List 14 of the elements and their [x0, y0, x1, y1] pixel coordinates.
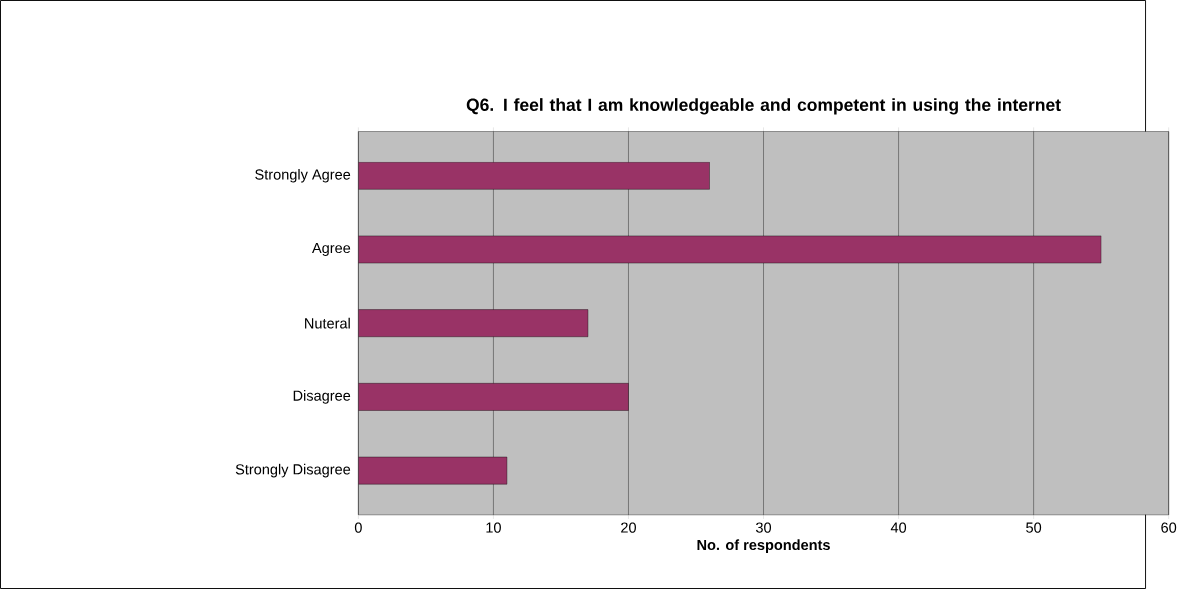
x-tick-label: 0 [354, 522, 362, 533]
y-tick-label: Strongly Disagree [235, 463, 351, 478]
x-tick-label: 50 [1026, 522, 1042, 533]
chart-title: Q6. I feel that I am knowledgeable and competent in using the internet [466, 98, 1061, 115]
x-tick-label: 40 [890, 522, 907, 533]
y-tick-label: Agree [311, 242, 351, 256]
x-tick-label: 10 [486, 522, 501, 533]
x-tick-label: 20 [621, 522, 636, 533]
x-axis-title: No. of respondents [697, 539, 830, 553]
x-tick-label: 30 [755, 522, 772, 533]
y-tick-label: Strongly Agree [255, 168, 351, 183]
y-tick-label: Nuteral [305, 317, 350, 329]
x-tick-label: 60 [1161, 522, 1177, 533]
y-tick-label: Disagree [293, 390, 351, 404]
